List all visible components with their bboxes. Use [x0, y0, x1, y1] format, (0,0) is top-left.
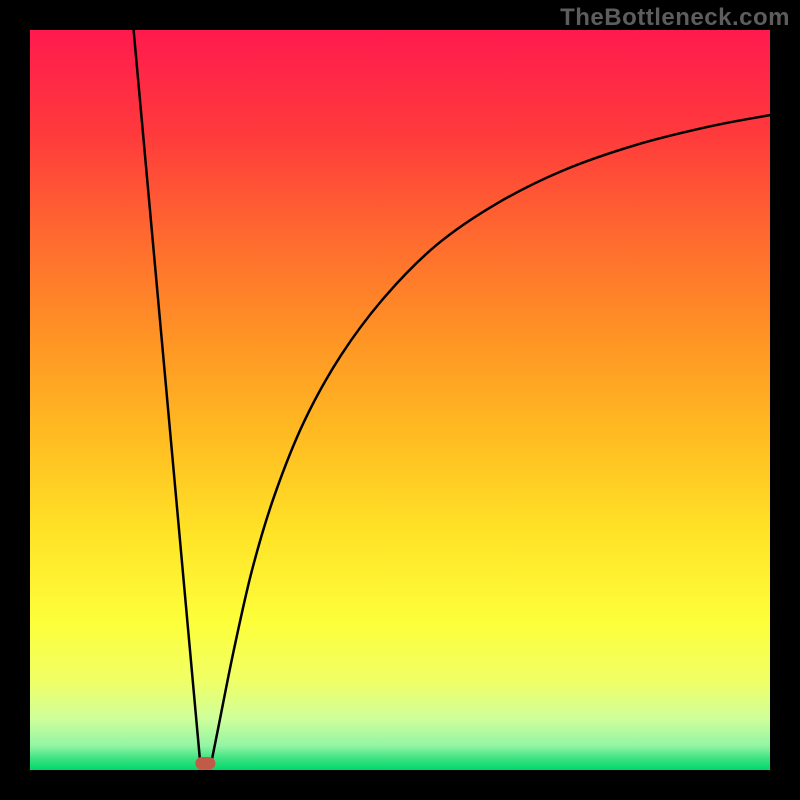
chart-background [30, 30, 770, 770]
chart-svg [30, 30, 770, 770]
plot-area [30, 30, 770, 770]
minimum-marker [195, 757, 215, 770]
watermark-text: TheBottleneck.com [560, 4, 790, 32]
chart-frame: TheBottleneck.com [0, 0, 800, 800]
